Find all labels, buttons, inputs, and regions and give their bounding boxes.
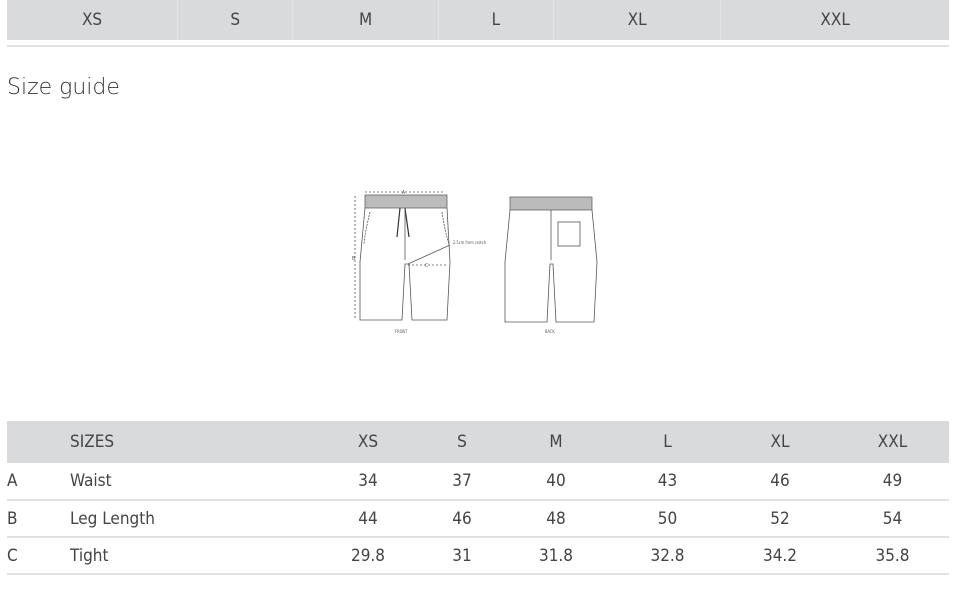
label-c: C [425, 263, 428, 269]
sizes-header: SIZES [70, 432, 115, 452]
crotch-note: 2.5cm from crotch [453, 240, 486, 245]
size-tab-l[interactable]: L [439, 0, 555, 40]
cell: 43 [657, 471, 678, 491]
cell: 34.2 [762, 545, 798, 566]
cell: 32.8 [650, 545, 685, 566]
cell: 40 [546, 471, 566, 491]
cell: 31 [452, 545, 472, 566]
front-label: FRONT [395, 329, 408, 334]
shorts-diagram: A B C 2.5cm from crotch FRONT BACK [352, 190, 598, 334]
col-xl: XL [770, 432, 790, 452]
row-name: Leg Length [70, 508, 155, 529]
cell: 31.8 [538, 545, 574, 566]
front-view: A B C 2.5cm from crotch FRONT [352, 190, 486, 334]
cell: 34 [358, 471, 378, 491]
back-view: BACK [504, 196, 598, 334]
cell: 29.8 [350, 545, 386, 566]
cell: 52 [770, 508, 790, 529]
cell: 50 [657, 508, 678, 529]
label-a: A [402, 190, 406, 196]
row-name: Tight [70, 545, 109, 566]
size-tab-s[interactable]: S [178, 0, 294, 40]
table-header: SIZES XS S M L XL XXL [7, 421, 949, 463]
back-label: BACK [545, 329, 555, 334]
col-xs: XS [357, 432, 379, 452]
cell: 35.8 [875, 545, 910, 566]
col-m: M [549, 432, 563, 452]
divider [7, 45, 949, 47]
row-name: Waist [70, 471, 112, 491]
size-tab-xl[interactable]: XL [554, 0, 722, 40]
table-row: A Waist 34 37 40 43 46 49 [7, 463, 949, 500]
cell: 37 [452, 471, 472, 491]
size-tab-m[interactable]: M [293, 0, 439, 40]
size-selector: XS S M L XL XXL [7, 0, 949, 40]
col-l: L [663, 432, 672, 452]
col-s: S [457, 432, 467, 452]
size-tab-xs[interactable]: XS [7, 0, 179, 40]
cell: 54 [882, 508, 903, 529]
cell: 48 [546, 508, 566, 529]
cell: 46 [770, 471, 790, 491]
table-row: B Leg Length 44 46 48 50 52 54 [7, 500, 949, 537]
cell: 44 [358, 508, 378, 529]
label-b: B [352, 256, 355, 262]
size-table: SIZES XS S M L XL XXL A Waist 34 37 40 4… [7, 421, 949, 575]
size-tab-xxl[interactable]: XXL [820, 10, 850, 30]
table-row: C Tight 29.8 31 31.8 32.8 34.2 35.8 [7, 537, 949, 574]
row-key: C [7, 545, 18, 566]
row-key: A [7, 471, 18, 491]
cell: 49 [882, 471, 903, 491]
cell: 46 [452, 508, 472, 529]
page-title: Size guide [7, 75, 120, 100]
col-xxl: XXL [877, 432, 908, 452]
row-key: B [7, 508, 18, 529]
